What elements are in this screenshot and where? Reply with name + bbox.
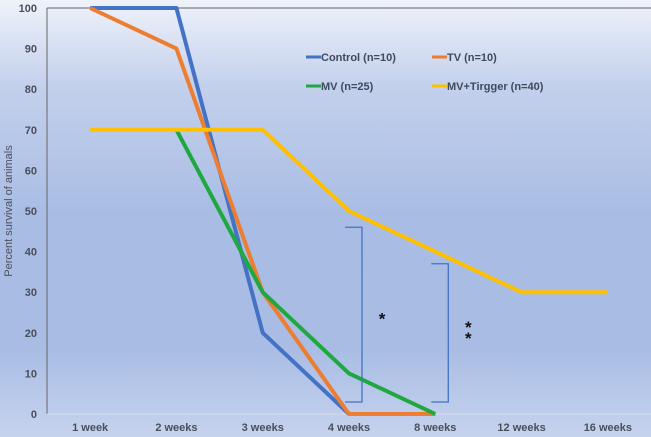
y-tick-label: 70 bbox=[25, 125, 37, 137]
x-tick-label: 2 weeks bbox=[155, 422, 197, 434]
legend-label: Control (n=10) bbox=[321, 52, 396, 64]
y-tick-label: 90 bbox=[25, 44, 37, 56]
x-tick-label: 8 weeks bbox=[414, 422, 456, 434]
x-tick-label: 12 weeks bbox=[497, 422, 545, 434]
x-tick-label: 4 weeks bbox=[328, 422, 370, 434]
significance-bracket bbox=[431, 263, 449, 403]
y-tick-label: 50 bbox=[25, 206, 37, 218]
y-tick-label: 100 bbox=[19, 3, 37, 15]
y-axis-label: Percent survival of animals bbox=[3, 145, 15, 277]
legend-label: TV (n=10) bbox=[447, 52, 497, 64]
y-tick-label: 0 bbox=[31, 409, 37, 421]
significance-marker: * bbox=[379, 310, 386, 329]
y-tick-label: 80 bbox=[25, 84, 37, 96]
x-tick-label: 16 weeks bbox=[584, 422, 632, 434]
y-tick-label: 10 bbox=[25, 368, 37, 380]
series-line-1 bbox=[89, 6, 436, 416]
legend-label: MV+Tirgger (n=40) bbox=[447, 81, 544, 93]
legend-label: MV (n=25) bbox=[321, 81, 374, 93]
y-tick-label: 60 bbox=[25, 165, 37, 177]
legend: Control (n=10) TV (n=10) MV (n=25) MV+Tirgg… bbox=[306, 52, 544, 93]
significance-bracket bbox=[345, 226, 363, 403]
significance-marker: * * bbox=[465, 318, 472, 348]
series-line-2 bbox=[174, 128, 437, 416]
y-tick-label: 40 bbox=[25, 247, 37, 259]
x-tick-label: 3 weeks bbox=[242, 422, 284, 434]
y-tick-label: 20 bbox=[25, 328, 37, 340]
y-tick-label: 30 bbox=[25, 287, 37, 299]
x-tick-label: 1 week bbox=[72, 422, 109, 434]
